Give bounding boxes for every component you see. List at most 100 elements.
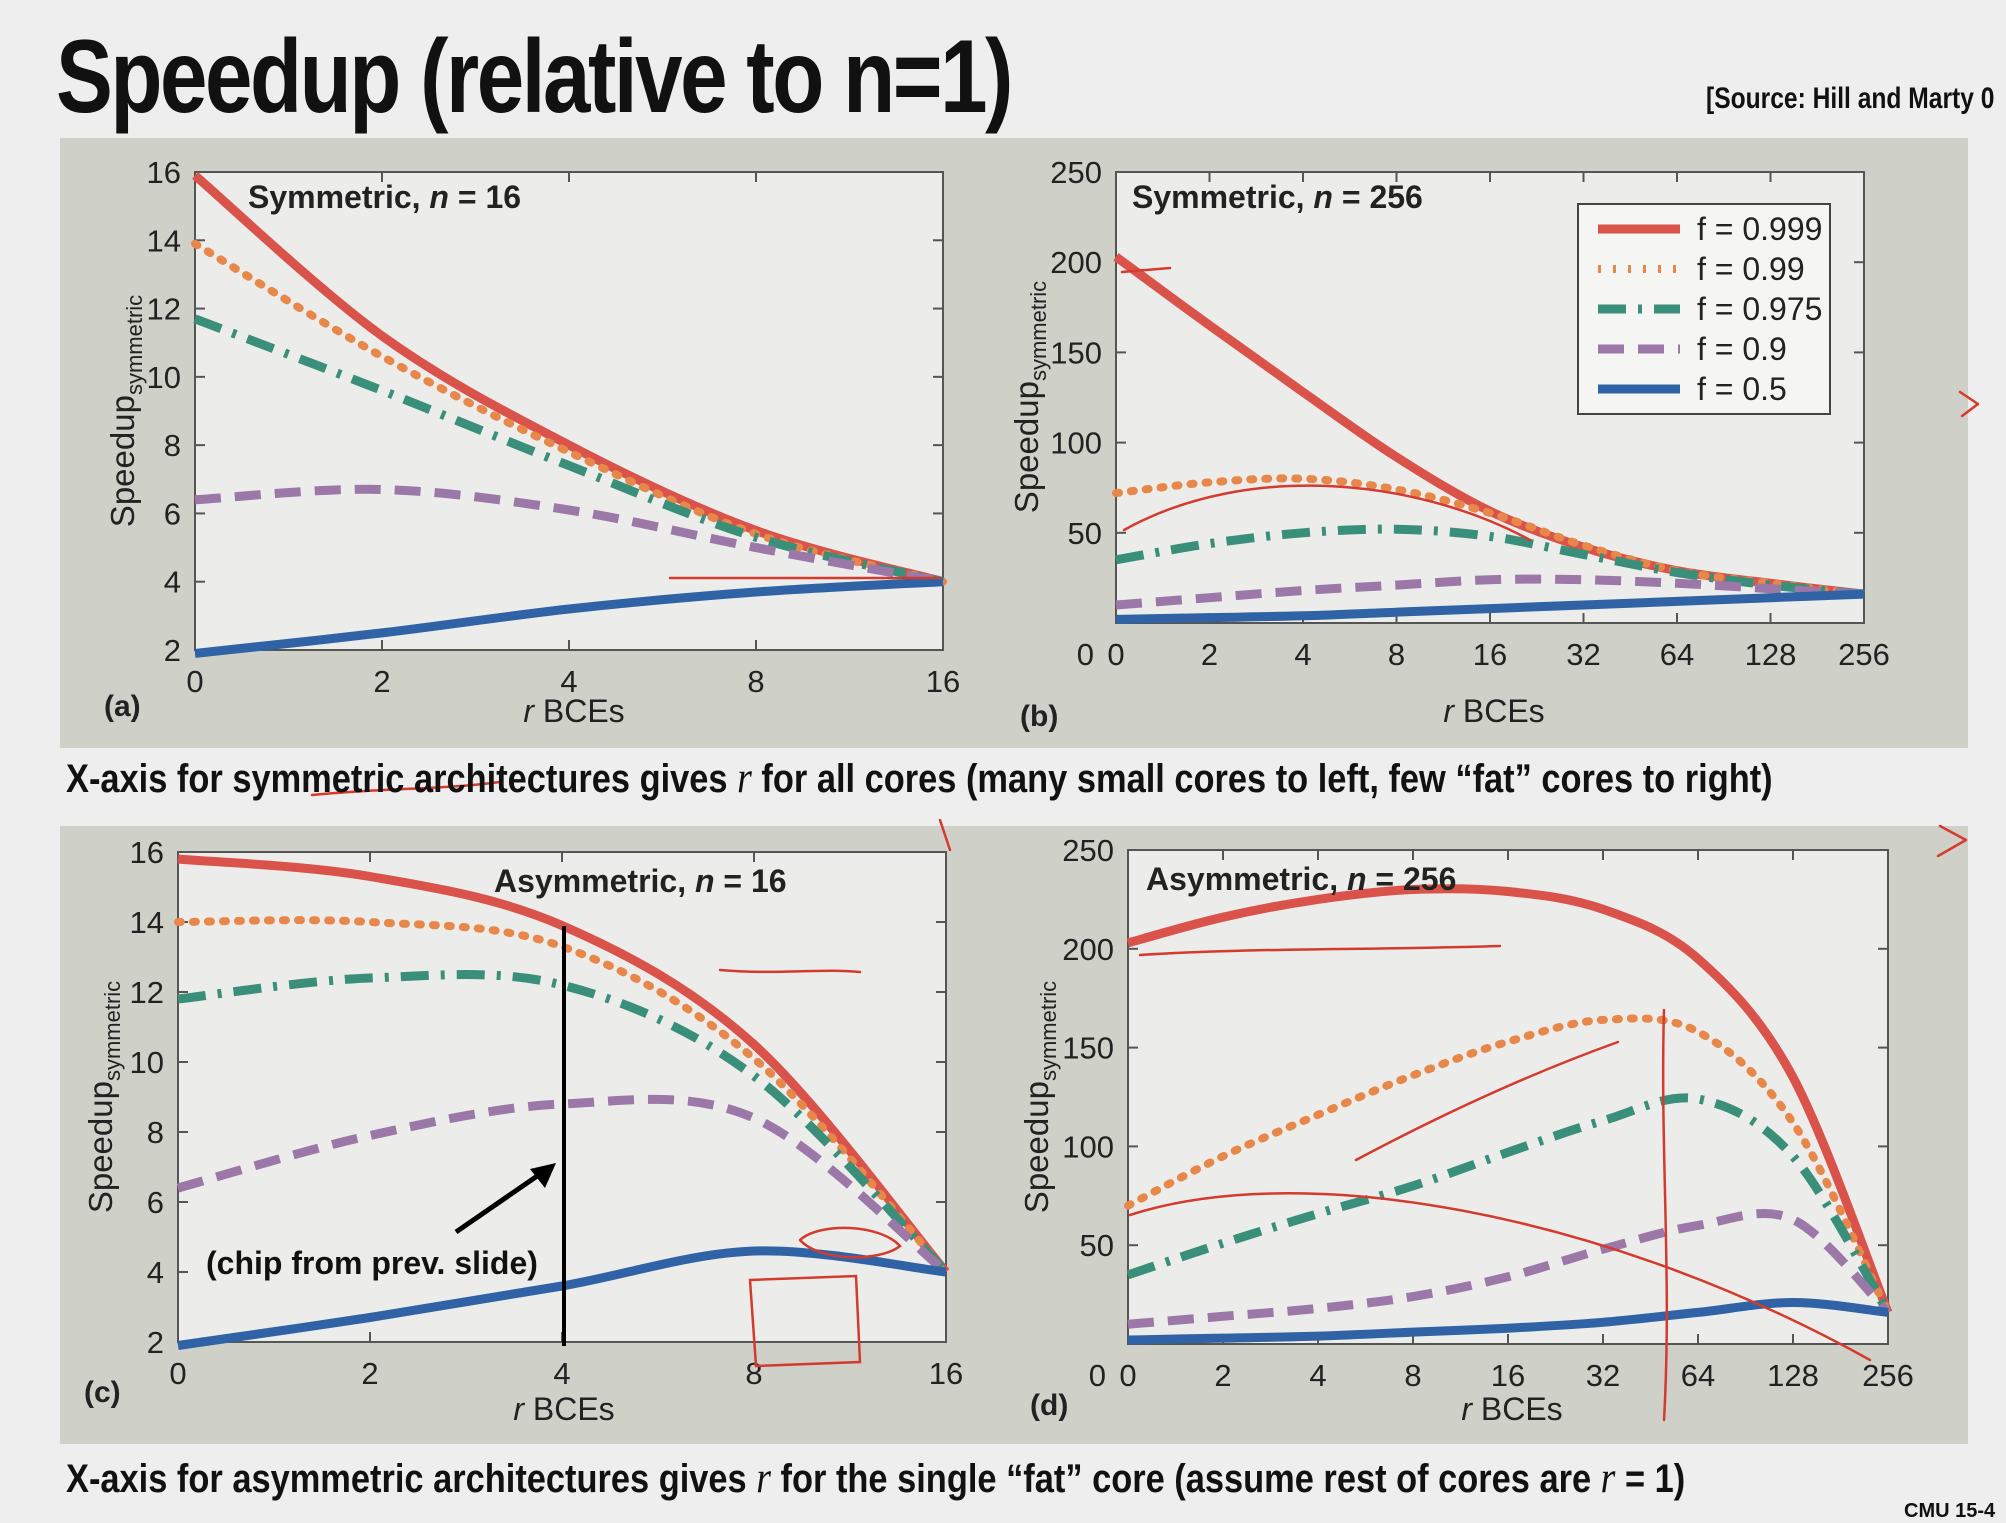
- y-tick-label: 2: [147, 1325, 164, 1360]
- x-tick-label: 4: [560, 664, 577, 699]
- red-pen-stroke: [1354, 1040, 1620, 1162]
- x-tick-label: 0: [1107, 637, 1124, 672]
- annotation-group: (chip from prev. slide): [206, 926, 566, 1346]
- x-tick-label: 256: [1838, 637, 1890, 672]
- x-tick-label: 0: [1119, 1358, 1136, 1393]
- y-tick-label: 10: [147, 360, 181, 395]
- series-line-09: [1115, 574, 1865, 610]
- legend-label: f = 0.5: [1697, 371, 1787, 407]
- annotation-arrow: [454, 1169, 545, 1235]
- annotation-arrow-head: [530, 1163, 556, 1188]
- x-tick-label: 64: [1681, 1358, 1715, 1393]
- series-line-0975: [193, 314, 945, 587]
- slide-footer: CMU 15-4: [1904, 1500, 1996, 1522]
- y-tick-label: 2: [164, 633, 181, 668]
- series-line-0975: [177, 970, 950, 1276]
- legend-label: f = 0.9: [1697, 331, 1787, 367]
- red-pen-stroke: [1936, 824, 1968, 858]
- x-tick-label: 16: [929, 1356, 963, 1391]
- x-tick-label: 128: [1745, 637, 1797, 672]
- slide-title: Speedup (relative to n=1): [56, 19, 1013, 135]
- series-line-099: [1124, 1014, 1892, 1317]
- x-axis-label: r BCEs: [1461, 1391, 1562, 1427]
- y-tick-label: 50: [1068, 516, 1102, 551]
- caption-asymmetric-text-1: X-axis for asymmetric architectures give…: [66, 1457, 757, 1501]
- panel-label: (c): [84, 1376, 121, 1409]
- x-tick-label: 8: [1404, 1358, 1421, 1393]
- series-line-0999: [177, 854, 950, 1275]
- y-tick-label: 4: [147, 1255, 164, 1290]
- x-tick-label: 8: [745, 1356, 762, 1391]
- x-tick-label: 16: [926, 664, 960, 699]
- plot-area: [194, 171, 944, 651]
- x-tick-label: 4: [1309, 1358, 1326, 1393]
- plot-area: [1127, 849, 1889, 1345]
- y-tick-label: 16: [147, 155, 181, 190]
- x-tick-label: 2: [361, 1356, 378, 1391]
- caption-symmetric: X-axis for symmetric architectures gives…: [66, 752, 1773, 803]
- series-line-09: [176, 1094, 949, 1276]
- y-axis-label: Speedupsymmetric: [1018, 981, 1061, 1213]
- caption-symmetric-var: r: [737, 753, 752, 802]
- x-tick-label: 32: [1586, 1358, 1620, 1393]
- red-pen-stroke: [1661, 1008, 1669, 1422]
- x-tick-label: 256: [1862, 1358, 1914, 1393]
- y-tick-label: 12: [147, 292, 181, 327]
- source-citation: [Source: Hill and Marty 0: [1706, 82, 1995, 115]
- series-line-099: [174, 916, 950, 1276]
- x-tick-label: 2: [373, 664, 390, 699]
- x-axis-label: r BCEs: [1443, 693, 1544, 729]
- red-pen-stroke: [310, 780, 502, 797]
- legend: f = 0.999 f = 0.99 f = 0.975 f = 0.9 f = 0.5: [1577, 203, 1831, 415]
- caption-asymmetric-var2: r: [1600, 1453, 1616, 1502]
- caption-symmetric-text-2: for all cores (many small cores to left,…: [751, 757, 1773, 801]
- x-axis-label: r BCEs: [523, 693, 624, 729]
- x-tick-label: 2: [1201, 637, 1218, 672]
- red-pen-stroke: [1128, 1192, 1872, 1362]
- red-pen-stroke: [748, 1274, 862, 1368]
- legend-label: f = 0.999: [1697, 211, 1822, 247]
- caption-asymmetric: X-axis for asymmetric architectures give…: [66, 1452, 1685, 1503]
- red-pen-stroke: [798, 1226, 902, 1259]
- x-tick-label: 16: [1473, 637, 1507, 672]
- x-tick-label: 2: [1214, 1358, 1231, 1393]
- x-axis-label: r BCEs: [513, 1391, 614, 1427]
- series-line-099: [1112, 474, 1868, 599]
- chart-title: Symmetric, n = 16: [248, 179, 521, 215]
- y-tick-label: 10: [130, 1045, 164, 1080]
- red-pen-stroke: [1958, 390, 1980, 418]
- series-line-05: [1115, 589, 1865, 624]
- x-tick-label: 4: [553, 1356, 570, 1391]
- red-pen-stroke: [1120, 266, 1172, 274]
- red-pen-stroke: [938, 818, 952, 852]
- y-tick-label: 12: [130, 975, 164, 1010]
- y-tick-label: 4: [164, 565, 181, 600]
- x-tick-label: 8: [747, 664, 764, 699]
- caption-symmetric-text-1: X-axis for symmetric architectures gives: [66, 757, 738, 801]
- series-line-09: [1127, 1209, 1892, 1329]
- x-tick-label: 128: [1767, 1358, 1819, 1393]
- y-tick-label: 100: [1050, 426, 1102, 461]
- y-tick-label: 100: [1062, 1129, 1114, 1164]
- chart-panel-d: 50 100 150 200 250 0 2 4 8 16 32 64 128 256 Asymmetric…: [1018, 833, 1914, 1427]
- series-line-0999: [1126, 884, 1893, 1315]
- x-tick-label: 32: [1566, 637, 1600, 672]
- y-tick-label: 14: [130, 905, 164, 940]
- y-axis-label: Speedupsymmetric: [1008, 281, 1051, 513]
- x-tick-label: 16: [1491, 1358, 1525, 1393]
- caption-asymmetric-var: r: [756, 1453, 771, 1502]
- handwritten-marks: [310, 266, 1980, 1422]
- y-tick-label: 8: [164, 428, 181, 463]
- x-tick-label: 4: [1294, 637, 1311, 672]
- red-pen-stroke: [1138, 944, 1502, 957]
- y-tick-label: 250: [1050, 155, 1102, 190]
- red-pen-stroke: [718, 968, 862, 974]
- y-tick-label: 6: [164, 496, 181, 531]
- series-line-05: [194, 577, 944, 658]
- legend-label: f = 0.99: [1697, 251, 1805, 287]
- y-axis-label: Speedupsymmetric: [82, 981, 125, 1213]
- y-tick-label: 50: [1080, 1228, 1114, 1263]
